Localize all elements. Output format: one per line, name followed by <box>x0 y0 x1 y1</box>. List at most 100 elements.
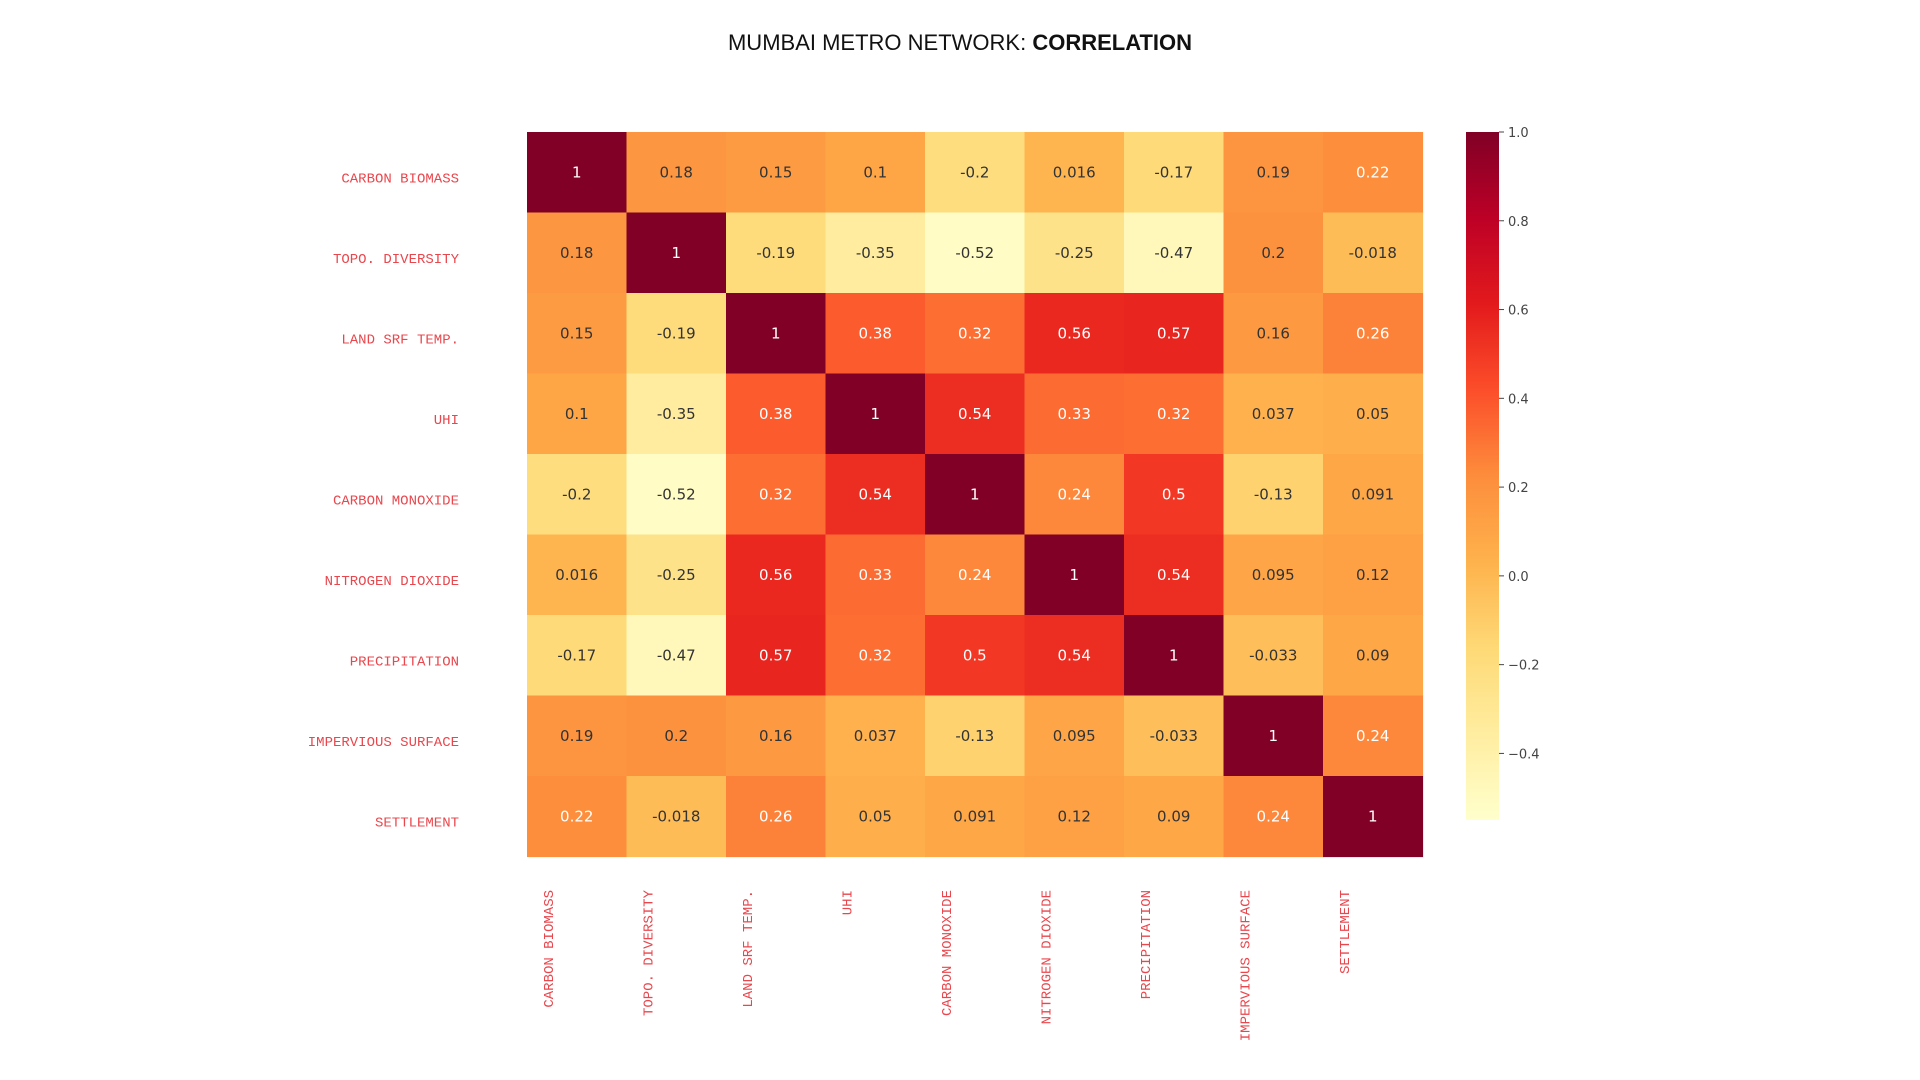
heatmap-cell <box>1124 373 1225 455</box>
cell-annotation: 0.15 <box>560 324 593 342</box>
cell-annotation: 0.037 <box>1252 405 1295 423</box>
colorbar-tick-label: −0.4 <box>1508 747 1540 762</box>
cell-annotation: 1 <box>572 163 582 181</box>
heatmap-cell <box>626 212 727 294</box>
cell-annotation: 0.24 <box>1257 807 1290 825</box>
heatmap-cell <box>1223 293 1324 375</box>
heatmap-cell <box>1024 695 1125 777</box>
heatmap-cell <box>726 454 827 536</box>
cell-annotation: 0.22 <box>1356 163 1389 181</box>
row-label: CARBON BIOMASS <box>341 171 459 187</box>
row-label: UHI <box>434 413 459 429</box>
cell-annotation: -0.13 <box>1254 485 1293 503</box>
heatmap-cell <box>527 293 628 375</box>
cell-annotation: 0.24 <box>1356 727 1389 745</box>
heatmap-cell <box>1323 695 1424 777</box>
row-labels: CARBON BIOMASS TOPO. DIVERSITY LAND SRF TE… <box>308 171 460 831</box>
heatmap-cell <box>726 534 827 616</box>
heatmap-cell <box>626 776 727 858</box>
heatmap-cell <box>1323 212 1424 294</box>
cell-annotation: 0.1 <box>863 163 887 181</box>
heatmap-cell <box>626 132 727 214</box>
heatmap-cell <box>626 615 727 697</box>
cell-annotation: 0.09 <box>1157 807 1190 825</box>
cell-annotation: 0.19 <box>560 727 593 745</box>
cell-annotation: 0.24 <box>958 566 991 584</box>
heatmap-cells <box>527 132 1424 858</box>
heatmap-cell <box>825 695 926 777</box>
heatmap-cell <box>1024 373 1125 455</box>
heatmap-cell <box>1323 132 1424 214</box>
heatmap-cell <box>626 454 727 536</box>
cell-annotation: -0.033 <box>1249 646 1297 664</box>
cell-annotation: -0.35 <box>856 244 895 262</box>
heatmap-cell <box>1024 776 1125 858</box>
heatmap-cell <box>1024 293 1125 375</box>
cell-annotation: 0.24 <box>1058 485 1091 503</box>
heatmap-cell <box>726 615 827 697</box>
cell-annotation: 0.016 <box>555 566 598 584</box>
cell-annotation: 0.22 <box>560 807 593 825</box>
row-label: CARBON MONOXIDE <box>333 493 459 509</box>
heatmap-cell <box>825 373 926 455</box>
heatmap-cell <box>1024 132 1125 214</box>
column-label: LAND SRF TEMP. <box>741 890 757 1008</box>
heatmap-cell <box>626 695 727 777</box>
heatmap-cell <box>726 776 827 858</box>
cell-annotation: 0.16 <box>759 727 792 745</box>
cell-annotation: 0.18 <box>560 244 593 262</box>
cell-annotation: 0.05 <box>1356 405 1389 423</box>
heatmap-cell <box>925 132 1026 214</box>
cell-annotation: 0.26 <box>759 807 792 825</box>
column-labels: CARBON BIOMASS TOPO. DIVERSITY LAND SRF TE… <box>542 889 1354 1041</box>
cell-annotation: 0.54 <box>1157 566 1190 584</box>
heatmap-cell <box>1024 212 1125 294</box>
heatmap-cell <box>1024 454 1125 536</box>
cell-annotation: 0.33 <box>859 566 892 584</box>
heatmap-cell <box>1323 776 1424 858</box>
chart-title-prefix: MUMBAI METRO NETWORK: <box>727 30 1033 55</box>
heatmap-cell <box>925 695 1026 777</box>
row-label: LAND SRF TEMP. <box>341 332 459 348</box>
cell-annotation: 0.56 <box>759 566 792 584</box>
cell-annotation: -0.2 <box>960 163 989 181</box>
column-label: TOPO. DIVERSITY <box>642 889 658 1016</box>
cell-annotation: 1 <box>1368 807 1378 825</box>
heatmap-cell <box>925 776 1026 858</box>
cell-annotation: 0.38 <box>759 405 792 423</box>
cell-annotation: -0.018 <box>1349 244 1397 262</box>
cell-annotation: 0.32 <box>1157 405 1190 423</box>
cell-annotation: 0.18 <box>660 163 693 181</box>
cell-annotation: -0.2 <box>562 485 591 503</box>
cell-annotation: 0.32 <box>958 324 991 342</box>
cell-annotation: 0.38 <box>859 324 892 342</box>
row-label: NITROGEN DIOXIDE <box>325 574 459 590</box>
cell-annotation: 0.091 <box>953 807 996 825</box>
heatmap-cell <box>1124 534 1225 616</box>
cell-annotation: -0.25 <box>657 566 696 584</box>
column-label: CARBON BIOMASS <box>542 890 558 1008</box>
cell-annotation: -0.25 <box>1055 244 1094 262</box>
heatmap-cell <box>825 212 926 294</box>
colorbar-tick-label: −0.2 <box>1508 659 1540 674</box>
heatmap-cell <box>726 695 827 777</box>
cell-annotation: 0.2 <box>664 727 688 745</box>
heatmap-cell <box>1223 776 1324 858</box>
heatmap-cell <box>825 615 926 697</box>
heatmap-cell <box>925 373 1026 455</box>
cell-annotation: 0.57 <box>759 646 792 664</box>
heatmap-cell <box>1124 695 1225 777</box>
cell-annotation: 0.54 <box>859 485 892 503</box>
cell-annotation: 0.095 <box>1252 566 1295 584</box>
column-label: IMPERVIOUS SURFACE <box>1239 890 1255 1041</box>
heatmap-cell <box>825 293 926 375</box>
heatmap-cell <box>1323 615 1424 697</box>
column-label: UHI <box>841 890 857 915</box>
heatmap-cell <box>1323 534 1424 616</box>
cell-annotation: 1 <box>671 244 681 262</box>
heatmap-cell <box>925 212 1026 294</box>
heatmap-annotations: 1 0.18 0.15 0.1 -0.2 0.016 -0.17 0.19 0.22 0.18 1 -… <box>555 163 1397 825</box>
heatmap-cell <box>1124 293 1225 375</box>
heatmap-cell <box>825 534 926 616</box>
